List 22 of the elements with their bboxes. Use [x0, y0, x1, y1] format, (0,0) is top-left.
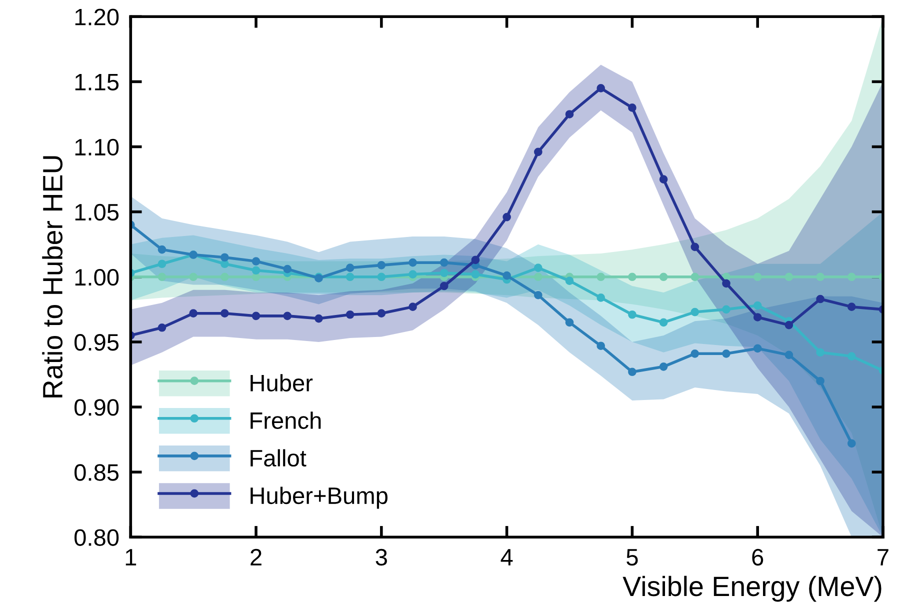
x-tick-label: 7	[878, 549, 888, 566]
y-tick-label: 1.00	[75, 268, 119, 286]
x-tick-label: 5	[626, 549, 638, 566]
x-axis-title: Visible Energy (MeV)	[622, 576, 882, 602]
y-tick-label: 0.80	[74, 529, 119, 546]
y-tick-label: 1.05	[75, 204, 119, 221]
legend-label: Huber+Bump	[250, 486, 388, 509]
x-tick-label: 4	[500, 549, 513, 566]
legend-label: Fallot	[250, 449, 306, 467]
y-tick-label: 1.20	[75, 8, 119, 26]
y-tick-label: 0.90	[74, 399, 119, 416]
y-axis-title: Ratio to Huber HEU	[42, 156, 63, 398]
legend-label: French	[250, 412, 321, 430]
y-tick-label: 0.95	[74, 334, 119, 351]
x-tick-label: 2	[250, 548, 262, 566]
legend-label: Huber	[250, 374, 313, 392]
x-tick-label: 1	[126, 549, 136, 566]
x-tick-label: 6	[752, 548, 764, 566]
y-tick-label: 1.15	[75, 74, 119, 90]
y-tick-label: 0.85	[74, 464, 119, 481]
y-tick-label: 1.10	[75, 138, 119, 156]
x-tick-label: 3	[376, 548, 387, 566]
